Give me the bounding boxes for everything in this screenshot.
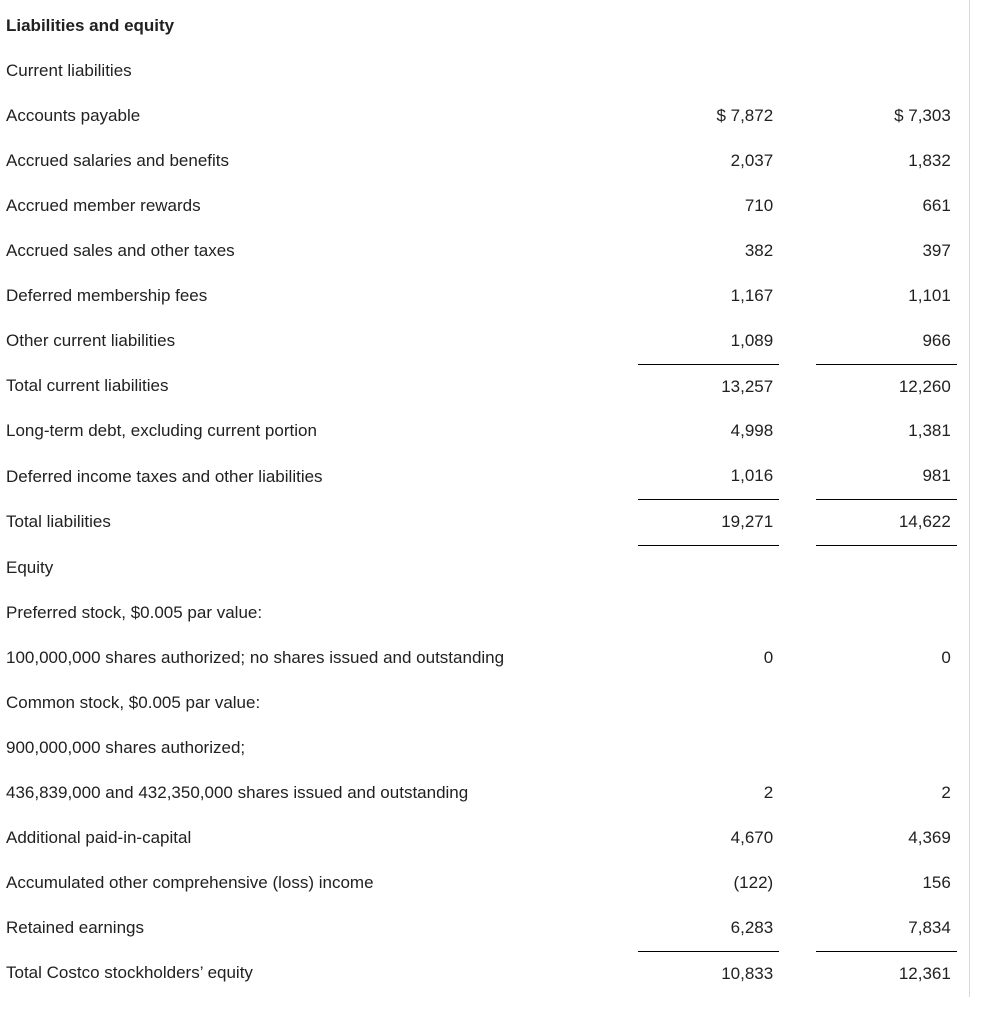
table-row: Accounts payable $ 7,872 $ 7,303 (0, 94, 969, 139)
row-value-1: 1,089 (638, 319, 779, 364)
row-label: Retained earnings (0, 906, 626, 951)
table-row: Deferred income taxes and other liabilit… (0, 454, 969, 499)
common-stock-header: Common stock, $0.005 par value: (0, 681, 969, 726)
row-label: 436,839,000 and 432,350,000 shares issue… (0, 771, 626, 816)
table-row: 100,000,000 shares authorized; no shares… (0, 636, 969, 681)
row-value-2: 661 (816, 184, 957, 229)
row-value-1: 710 (638, 184, 779, 229)
row-label: Accumulated other comprehensive (loss) i… (0, 861, 626, 906)
row-value-2: 1,832 (816, 139, 957, 184)
row-value-2: 156 (816, 861, 957, 906)
row-value-2: 397 (816, 229, 957, 274)
subsection-row: Current liabilities (0, 49, 969, 94)
current-liabilities-header: Current liabilities (0, 49, 969, 94)
row-value-1: 1,016 (638, 454, 779, 499)
row-label: Additional paid-in-capital (0, 816, 626, 861)
equity-header: Equity (0, 546, 969, 591)
section-header-row: Liabilities and equity (0, 4, 969, 49)
row-label: Accounts payable (0, 94, 626, 139)
table-row: Deferred membership fees 1,167 1,101 (0, 274, 969, 319)
table-row: Accrued sales and other taxes 382 397 (0, 229, 969, 274)
row-label: Deferred income taxes and other liabilit… (0, 454, 626, 499)
row-value-2: 2 (816, 771, 957, 816)
table-row: Other current liabilities 1,089 966 (0, 319, 969, 364)
row-value-2: 4,369 (816, 816, 957, 861)
row-label: Deferred membership fees (0, 274, 626, 319)
preferred-stock-header: Preferred stock, $0.005 par value: (0, 591, 969, 636)
table-row: 436,839,000 and 432,350,000 shares issue… (0, 771, 969, 816)
table-row: Accrued salaries and benefits 2,037 1,83… (0, 139, 969, 184)
subtotal-row: Total Costco stockholders’ equity 10,833… (0, 951, 969, 996)
row-value-2: $ 7,303 (816, 94, 957, 139)
row-value-1: 19,271 (638, 500, 779, 546)
row-value-1: 0 (638, 636, 779, 681)
row-value-2: 7,834 (816, 906, 957, 951)
table-row: Long-term debt, excluding current portio… (0, 409, 969, 454)
table-row: Preferred stock, $0.005 par value: (0, 591, 969, 636)
row-value-1: 1,167 (638, 274, 779, 319)
row-label: Total liabilities (0, 500, 626, 546)
row-value-1: 13,257 (638, 364, 779, 409)
row-label: Long-term debt, excluding current portio… (0, 409, 626, 454)
row-value-2: 0 (816, 636, 957, 681)
liabilities-equity-table: Liabilities and equity Current liabiliti… (0, 4, 969, 997)
row-label: Accrued salaries and benefits (0, 139, 626, 184)
subsection-row: Equity (0, 546, 969, 591)
row-label: Accrued member rewards (0, 184, 626, 229)
balance-sheet-section: Liabilities and equity Current liabiliti… (0, 0, 970, 997)
row-value-2: 14,622 (816, 500, 957, 546)
row-value-2: 12,361 (816, 951, 957, 996)
row-value-2: 966 (816, 319, 957, 364)
table-row: Retained earnings 6,283 7,834 (0, 906, 969, 951)
row-label: Accrued sales and other taxes (0, 229, 626, 274)
row-value-1: 2 (638, 771, 779, 816)
common-stock-authorized: 900,000,000 shares authorized; (0, 726, 969, 771)
table-row: Common stock, $0.005 par value: (0, 681, 969, 726)
row-value-1: (122) (638, 861, 779, 906)
row-value-2: 1,101 (816, 274, 957, 319)
table-row: 900,000,000 shares authorized; (0, 726, 969, 771)
row-label: Total current liabilities (0, 364, 626, 409)
row-label: 100,000,000 shares authorized; no shares… (0, 636, 626, 681)
row-value-1: 4,670 (638, 816, 779, 861)
row-value-1: 10,833 (638, 951, 779, 996)
table-row: Accrued member rewards 710 661 (0, 184, 969, 229)
row-value-2: 12,260 (816, 364, 957, 409)
subtotal-row: Total current liabilities 13,257 12,260 (0, 364, 969, 409)
row-value-1: 4,998 (638, 409, 779, 454)
table-row: Accumulated other comprehensive (loss) i… (0, 861, 969, 906)
row-label: Other current liabilities (0, 319, 626, 364)
row-value-1: 382 (638, 229, 779, 274)
row-value-2: 981 (816, 454, 957, 499)
row-value-1: $ 7,872 (638, 94, 779, 139)
total-row: Total liabilities 19,271 14,622 (0, 500, 969, 546)
row-value-1: 6,283 (638, 906, 779, 951)
row-value-2: 1,381 (816, 409, 957, 454)
table-row: Additional paid-in-capital 4,670 4,369 (0, 816, 969, 861)
row-value-1: 2,037 (638, 139, 779, 184)
section-title: Liabilities and equity (0, 4, 969, 49)
row-label: Total Costco stockholders’ equity (0, 951, 626, 996)
